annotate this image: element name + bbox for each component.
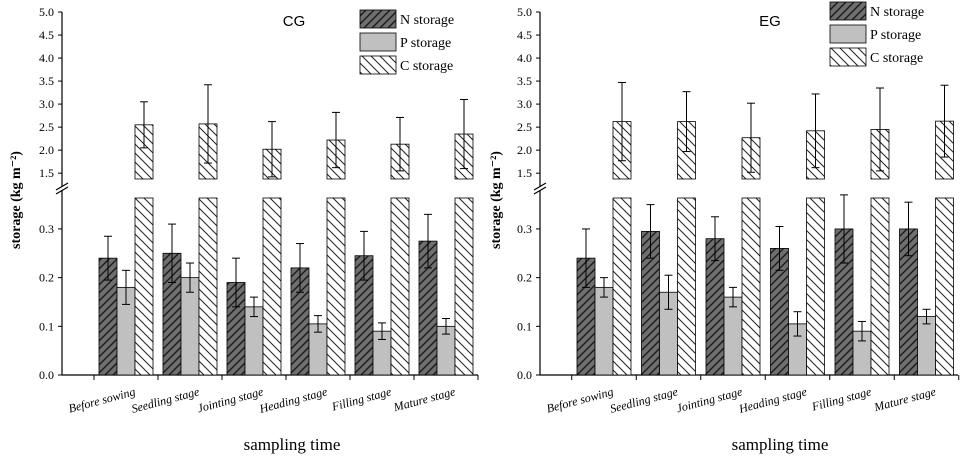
y-tick-label: 0.3 (517, 222, 532, 236)
legend-swatch (359, 55, 397, 75)
y-tick-label: 0.3 (39, 222, 54, 236)
legend-label: P storage (400, 36, 451, 51)
y-tick-label: 4.0 (39, 51, 54, 65)
x-tick-label: Mature stage (391, 384, 457, 414)
x-tick-label: Filling stage (329, 384, 393, 414)
p-storage-bar (723, 296, 743, 376)
c-storage-bar-lower (741, 197, 761, 376)
c-storage-bar-lower (677, 197, 696, 376)
y-tick-label: 5.0 (39, 5, 54, 19)
legend-label: N storage (870, 5, 924, 20)
c-storage-bar-lower (612, 197, 632, 376)
y-tick-label: 1.5 (39, 166, 54, 180)
c-storage-bar-lower (134, 197, 154, 376)
y-tick-label: 2.0 (517, 143, 532, 157)
axis-break-mark (533, 186, 547, 195)
y-tick-label: 3.5 (39, 74, 54, 88)
x-tick-label: Seedling stage (130, 384, 202, 416)
y-axis-title: storage (kg m⁻²) (489, 151, 504, 249)
y-tick-label: 0.1 (517, 319, 532, 333)
legend-label: P storage (870, 28, 921, 43)
p-storage-bar (594, 286, 614, 376)
legend-label: N storage (400, 13, 454, 28)
x-tick-label: Heading stage (257, 384, 330, 416)
y-tick-label: 0.1 (39, 319, 54, 333)
axis-break-mark (55, 186, 69, 195)
legend-swatch (359, 9, 397, 29)
legend-swatch (359, 32, 397, 52)
axis-break-mark (533, 182, 547, 191)
legend-swatch (829, 1, 867, 21)
chart-panel-eg: 0.0 0.1 0.2 0.3 1.5 2.0 2.5 3.0 3.5 4.0 4.5 5.0 stor… (489, 1, 960, 454)
y-tick-label: 3.0 (517, 97, 532, 111)
panel-label: CG (283, 13, 306, 30)
x-tick-label: Before sowing (545, 384, 615, 415)
y-tick-label: 1.5 (517, 166, 532, 180)
y-tick-label: 4.0 (517, 51, 532, 65)
p-storage-bar (917, 316, 936, 376)
y-tick-label: 0.0 (517, 368, 532, 382)
y-tick-label: 3.0 (39, 97, 54, 111)
c-storage-bar-lower (454, 197, 474, 376)
y-tick-label: 0.2 (39, 271, 54, 285)
legend-swatch (829, 24, 867, 44)
panel-label: EG (759, 13, 781, 30)
c-storage-bar-lower (390, 197, 410, 376)
c-storage-bar-lower (262, 197, 282, 376)
c-storage-bar-lower (870, 197, 890, 376)
legend-swatch (829, 47, 867, 67)
x-tick-label: Before sowing (67, 384, 137, 415)
y-tick-label: 0.2 (517, 271, 532, 285)
legend-label: C storage (400, 59, 453, 74)
c-storage-bar-lower (198, 197, 218, 376)
chart-panel-cg: 0.0 0.1 0.2 0.3 1.5 2.0 2.5 3.0 3.5 4.0 4.5 5.0 stor… (9, 5, 479, 454)
x-tick-label: Seedling stage (608, 384, 680, 416)
axis-break-mark (55, 182, 69, 191)
legend-label: C storage (870, 51, 923, 66)
x-tick-label: Mature stage (872, 384, 938, 414)
y-tick-label: 3.5 (517, 74, 532, 88)
x-tick-label: Jointing stage (196, 384, 266, 415)
x-axis-title: sampling time (732, 435, 829, 454)
y-axis-title: storage (kg m⁻²) (9, 151, 24, 249)
y-tick-label: 4.5 (39, 28, 54, 42)
x-tick-label: Heading stage (736, 384, 809, 416)
y-tick-label: 5.0 (517, 5, 532, 19)
y-tick-label: 0.0 (39, 368, 54, 382)
y-tick-label: 2.5 (517, 120, 532, 134)
c-storage-bar-lower (935, 197, 954, 376)
y-tick-label: 2.0 (39, 143, 54, 157)
y-tick-label: 2.5 (39, 120, 54, 134)
x-tick-label: Filling stage (809, 384, 873, 414)
x-axis-title: sampling time (244, 435, 341, 454)
x-tick-label: Jointing stage (675, 384, 745, 415)
c-storage-bar-lower (326, 197, 346, 376)
y-tick-label: 4.5 (517, 28, 532, 42)
c-storage-bar-lower (806, 197, 825, 376)
